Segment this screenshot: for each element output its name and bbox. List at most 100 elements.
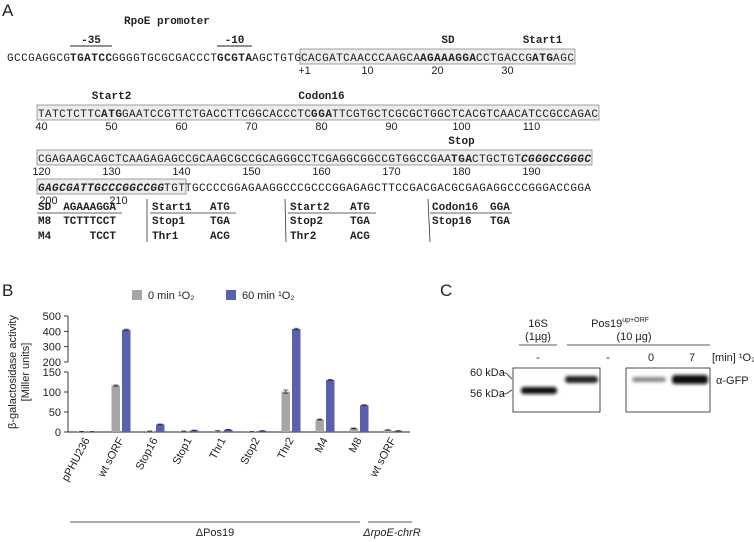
panel-label: A <box>2 1 14 20</box>
table-cell: Stop1 <box>152 216 185 228</box>
position-number: 20 <box>431 65 443 77</box>
y-tick-label: 50 <box>49 407 61 419</box>
promoter-label: RpoE promoter <box>124 16 210 28</box>
marker-pointer <box>502 372 513 380</box>
position-number: +1 <box>298 65 311 77</box>
y-tick-label: 200 <box>43 357 61 369</box>
bar <box>111 385 120 432</box>
error-bar <box>293 327 299 331</box>
position-number: 130 <box>102 166 120 178</box>
sequence-segment: CACGATCAACCCAAGCA <box>301 53 420 65</box>
column-title: 16S <box>528 318 548 330</box>
bar <box>349 428 358 432</box>
position-number: 60 <box>175 121 187 133</box>
y-axis-label: [Miller units] <box>20 343 32 402</box>
table-cell: GGA <box>490 202 510 214</box>
table-cell: AGAAAGGA <box>63 202 116 214</box>
error-bar <box>157 423 163 426</box>
error-bar <box>123 328 129 331</box>
position-number: 50 <box>105 121 117 133</box>
sequence-segment: CGGGCCGGGC <box>521 154 591 166</box>
position-number: 170 <box>382 166 400 178</box>
x-tick-label: Stop1 <box>171 436 195 467</box>
position-number: 40 <box>35 121 47 133</box>
sequence-segment: AGC <box>553 53 574 65</box>
position-number: 160 <box>312 166 330 178</box>
x-tick-label: pPHU236 <box>60 436 93 484</box>
y-tick-label: 0 <box>55 427 61 439</box>
table-cell: SD <box>38 202 52 214</box>
lane-label: 0 <box>648 352 654 364</box>
y-tick-label: 100 <box>43 387 61 399</box>
x-tick-label: Stop2 <box>239 436 263 467</box>
table-cell: M8 <box>38 216 52 228</box>
sequence-segment: GGA <box>311 109 332 121</box>
legend-label: 60 min ¹O₂ <box>242 290 295 302</box>
bar <box>326 380 335 432</box>
column-subtitle: (10 µg) <box>616 331 651 343</box>
band <box>565 376 598 383</box>
x-tick-label: Thr1 <box>207 436 228 462</box>
table-cell: Start2 <box>290 202 330 214</box>
sequence-segment: GAGCGATTGCCCGGCCGG <box>38 183 164 195</box>
sequence-segment: ATG <box>101 109 122 121</box>
sequence-segment: GAATCCGTTCTGACCTTCGGCACCCTC <box>122 109 311 121</box>
separator <box>427 198 431 243</box>
error-bar <box>351 427 357 430</box>
sequence-box <box>36 178 187 195</box>
position-number: 150 <box>242 166 260 178</box>
position-number: 190 <box>522 166 540 178</box>
position-number: 110 <box>523 121 541 133</box>
panel-label: C <box>440 281 452 300</box>
legend-swatch <box>132 290 142 300</box>
error-bar <box>283 389 289 394</box>
position-number: 200 <box>39 195 57 207</box>
bar <box>122 329 131 432</box>
sequence-segment: CCTGACCG <box>476 53 532 65</box>
marker-pointer <box>502 389 513 395</box>
sequence-segment: AGAAAGGA <box>420 53 476 65</box>
band <box>632 377 666 382</box>
position-number: 140 <box>172 166 190 178</box>
position-number: 180 <box>452 166 470 178</box>
error-bar <box>317 418 323 421</box>
group-label: ΔPos19 <box>196 527 235 539</box>
sequence-segment: CGAGAAGCAGCTCAAGAGAGCCGCAAGCGCCGCAGGGCCT… <box>38 154 451 166</box>
panel-a: RpoE promoter GCCGAGGCG TGATCC -35 GGGGTGCG… <box>7 16 600 207</box>
sequence-segment: TGT <box>164 183 185 195</box>
table-cell: Stop16 <box>432 216 472 228</box>
sequence-box <box>36 104 600 121</box>
table-cell: ATG <box>210 202 230 214</box>
table-cell: TGA <box>490 216 510 228</box>
sequence-segment: TTCGTGCTCGCGCTGGCTCACGTCAACATCCGCCAGAC <box>332 109 598 121</box>
bar <box>383 430 392 432</box>
mutation-table: SD AGAAAGGA Start1 ATG Start2 ATG Codon16 GGA M8… <box>37 198 512 243</box>
bar <box>360 405 369 432</box>
sequence-segment: GCGTA <box>217 53 252 65</box>
feature-label: Start2 <box>92 91 132 103</box>
group-label: ΔrpoE-chrR <box>362 527 421 539</box>
x-tick-label: Stop16 <box>134 436 161 472</box>
table-cell: M4 <box>38 231 52 243</box>
sequence-box <box>299 48 576 65</box>
bar <box>258 430 267 432</box>
y-tick-label: 150 <box>43 367 61 379</box>
feature-label: Start1 <box>523 35 563 47</box>
sequence-segment: AGCTGTG <box>252 53 301 65</box>
sequence-segment: GCCGAGGCG <box>7 53 70 65</box>
lane-label: 7 <box>689 352 695 364</box>
error-bar <box>361 404 367 406</box>
lane-label: - <box>536 352 540 364</box>
bar <box>224 429 233 432</box>
band <box>521 387 557 394</box>
title-main: Pos19 <box>591 318 622 330</box>
sequence-segment: CTGCTGT <box>472 154 521 166</box>
x-tick-label: wt sORF <box>95 436 126 481</box>
position-number: 120 <box>32 166 50 178</box>
bar <box>281 391 290 432</box>
bar <box>156 424 165 432</box>
x-tick-label: Thr2 <box>275 436 296 462</box>
feature-label: SD <box>441 35 455 47</box>
table-cell: Start1 <box>152 202 192 214</box>
column-subtitle: (1µg) <box>525 331 551 343</box>
